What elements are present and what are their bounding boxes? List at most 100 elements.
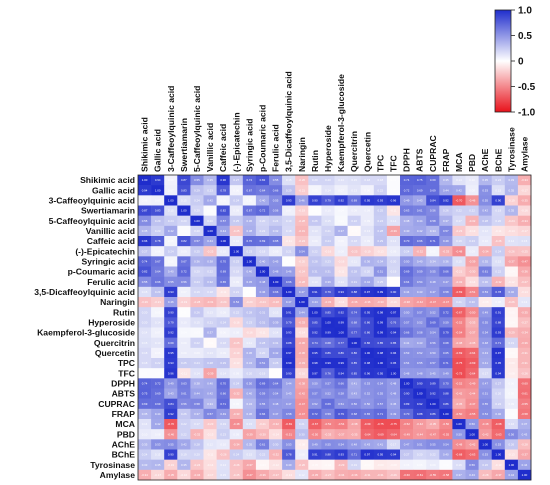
heatmap-cell	[151, 347, 165, 359]
heatmap-cell	[203, 337, 217, 349]
cell-value-label: -0.55	[429, 473, 436, 477]
cell-value-label: -0.27	[521, 280, 528, 284]
heatmap-cell	[151, 459, 165, 471]
cell-value-label: 0.69	[417, 188, 423, 192]
heatmap-cell	[229, 327, 244, 338]
heatmap-cell	[164, 358, 178, 369]
heatmap-cell	[308, 266, 322, 277]
heatmap-cell	[295, 337, 309, 349]
cell-value-label: 0.13	[364, 229, 370, 233]
cell-value-label: -0.02	[207, 341, 214, 345]
cell-value-label: 0.26	[482, 463, 488, 467]
cell-value-label: -0.37	[469, 331, 476, 335]
cell-value-label: 0.35	[247, 443, 253, 447]
heatmap-cell	[216, 429, 230, 440]
heatmap-cell	[465, 449, 479, 460]
heatmap-cell	[413, 368, 427, 379]
cell-value-label: 0.50	[469, 422, 475, 426]
column-label-ache: AChE	[480, 148, 490, 172]
heatmap-cell	[203, 297, 217, 308]
column-label-epicatechin: (-)-Epicatechin	[231, 112, 241, 172]
cell-value-label: 0.48	[482, 341, 488, 345]
cell-value-label: 0.23	[247, 249, 253, 253]
cell-value-label: 0.96	[220, 178, 226, 182]
cell-value-label: -0.44	[416, 432, 423, 436]
cell-value-label: -0.32	[272, 453, 279, 457]
heatmap-cell	[491, 175, 506, 186]
heatmap-cell	[138, 215, 152, 227]
heatmap-cell	[413, 429, 427, 440]
cell-value-label: -0.14	[207, 463, 214, 467]
heatmap-cell	[400, 286, 414, 298]
cell-value-label: 0.82	[142, 270, 148, 274]
heatmap-cell	[282, 236, 296, 247]
heatmap-cell	[269, 236, 283, 247]
heatmap-cell	[295, 449, 309, 460]
heatmap-cell	[347, 469, 361, 481]
cell-value-label: -0.32	[469, 219, 476, 223]
heatmap-cell	[308, 185, 322, 196]
heatmap-cell	[347, 297, 361, 308]
heatmap-cell	[308, 276, 322, 288]
cell-value-label: 0.21	[456, 300, 462, 304]
heatmap-cell	[229, 246, 244, 257]
heatmap-cell	[426, 266, 440, 277]
heatmap-cell	[491, 225, 506, 237]
cell-value-label: 1.00	[391, 371, 397, 375]
heatmap-cell	[269, 388, 283, 399]
cell-value-label: -0.01	[390, 280, 397, 284]
cell-value-label: 0.94	[495, 371, 501, 375]
heatmap-cell	[400, 205, 414, 216]
cell-value-label: 0.06	[155, 249, 161, 253]
cell-value-label: 0.22	[456, 209, 462, 213]
heatmap-cell	[400, 246, 414, 257]
heatmap-cell	[177, 236, 191, 247]
cell-value-label: 0.90	[168, 310, 174, 314]
heatmap-cell	[269, 297, 283, 308]
cell-value-label: -0.36	[351, 473, 358, 477]
heatmap-cell	[439, 215, 453, 227]
cell-value-label: -0.16	[390, 300, 397, 304]
cell-value-label: -0.46	[469, 199, 476, 203]
heatmap-cell	[439, 225, 453, 237]
cell-value-label: 0.71	[220, 402, 226, 406]
cell-value-label: -0.50	[469, 310, 476, 314]
heatmap-cell	[504, 256, 519, 267]
cell-value-label: 0.42	[417, 229, 423, 233]
cell-value-label: -0.39	[390, 229, 397, 233]
column-label-naringin: Naringin	[297, 137, 307, 172]
cell-value-label: 0.47	[404, 443, 410, 447]
heatmap-cell	[373, 368, 388, 379]
cell-value-label: 0.17	[482, 371, 488, 375]
cell-value-label: 0.21	[286, 249, 292, 253]
heatmap-cell	[426, 256, 440, 267]
heatmap-cell	[164, 175, 178, 186]
cell-value-label: 0.40	[260, 199, 266, 203]
cell-value-label: 0.90	[417, 382, 423, 386]
cell-value-label: 0.93	[378, 199, 384, 203]
heatmap-cell	[504, 408, 519, 420]
heatmap-cell	[229, 225, 244, 237]
cell-value-label: 0.59	[325, 412, 331, 416]
column-label-swertiamarin: Swertiamarin	[179, 118, 189, 172]
cell-value-label: 0.86	[364, 341, 370, 345]
heatmap-cell	[164, 408, 178, 420]
heatmap-cell	[452, 368, 466, 379]
cell-value-label: 0.98	[378, 310, 384, 314]
heatmap-cell	[321, 286, 335, 298]
row-label-quercetin: Quercetin	[95, 348, 135, 358]
cell-value-label: -0.70	[456, 199, 463, 203]
cell-value-label: 0.06	[168, 178, 174, 182]
heatmap-cell	[439, 317, 453, 328]
column-label-kaempferol-3-glucoside: Kaempferol-3-glucoside	[336, 74, 346, 172]
heatmap-cell	[138, 246, 152, 257]
heatmap-cell	[478, 398, 492, 410]
cell-value-label: 0.93	[338, 453, 344, 457]
heatmap-cell	[269, 286, 283, 298]
heatmap-cell	[386, 266, 401, 277]
heatmap-cell	[426, 276, 440, 288]
cell-value-label: 0.36	[247, 219, 253, 223]
heatmap-cell	[242, 266, 257, 277]
cell-value-label: -0.14	[521, 290, 528, 294]
heatmap-cell	[465, 256, 479, 267]
